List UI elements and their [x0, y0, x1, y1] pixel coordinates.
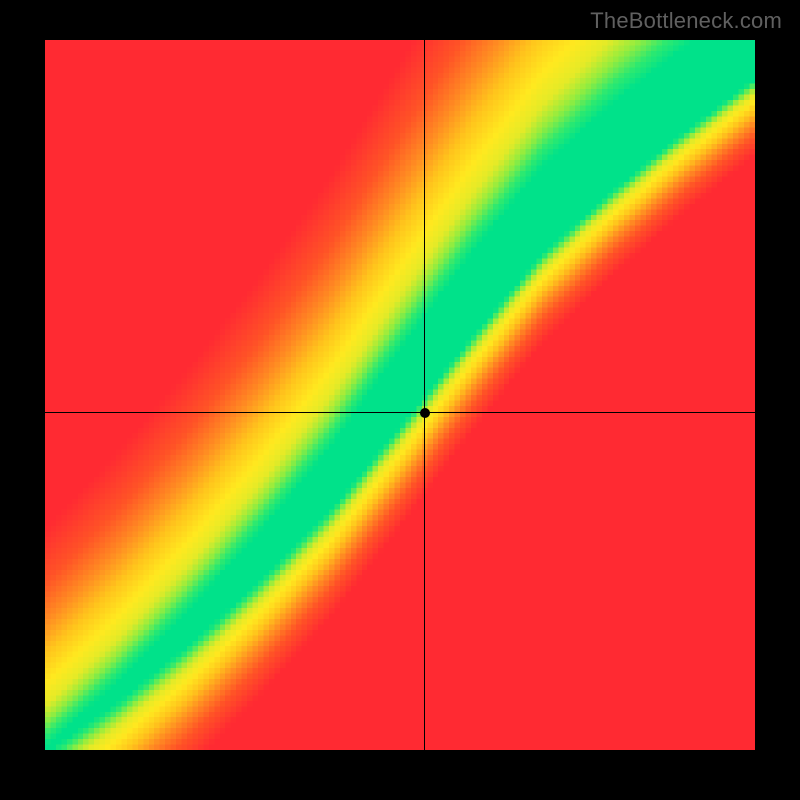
crosshair-vertical: [424, 40, 425, 750]
figure-root: TheBottleneck.com: [0, 0, 800, 800]
crosshair-marker: [420, 408, 430, 418]
crosshair-horizontal: [45, 412, 755, 413]
watermark-text: TheBottleneck.com: [590, 8, 782, 34]
bottleneck-heatmap: [45, 40, 755, 750]
plot-area: [45, 40, 755, 750]
